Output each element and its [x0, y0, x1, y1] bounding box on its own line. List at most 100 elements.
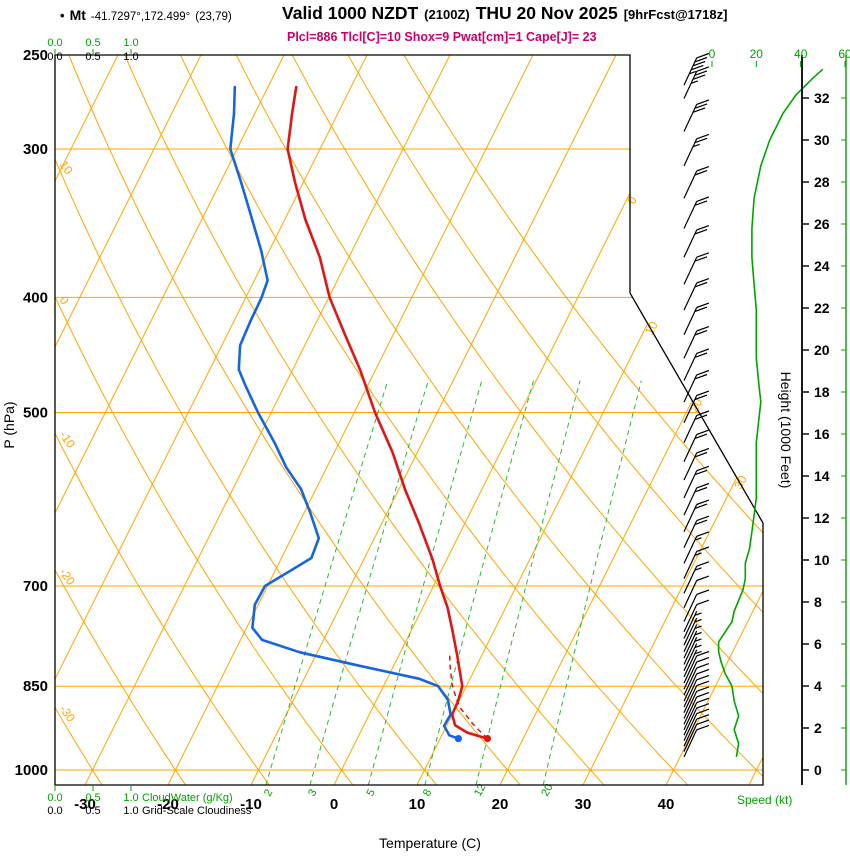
wind-barb	[683, 630, 702, 659]
mixing-ratio-line	[309, 380, 429, 785]
wind-barb	[683, 252, 710, 285]
height-tick-label: 14	[814, 468, 830, 484]
wind-barb	[683, 650, 710, 684]
pressure-tick-label: 700	[23, 578, 48, 595]
dry-adiabat-line	[235, 55, 763, 785]
pressure-tick-label: 850	[23, 678, 48, 695]
isotherm-line	[55, 55, 285, 785]
isotherm-line	[55, 55, 202, 785]
gridscale-top-tick-label: 1.0	[123, 51, 138, 63]
isotherm-line	[416, 55, 763, 785]
height-tick-label: 10	[814, 552, 830, 568]
speed-tick-label: 0	[709, 47, 716, 61]
wind-barbs	[683, 52, 710, 758]
mixing-ratio-line	[265, 380, 389, 785]
height-tick-label: 16	[814, 426, 830, 442]
temperature-tick-label: 30	[575, 796, 592, 813]
temperature-tick-label: -10	[240, 796, 262, 813]
temperature-tick-label: 10	[409, 796, 426, 813]
dry-adiabat-line	[55, 55, 270, 785]
mixing-ratio-label: 8	[421, 787, 434, 798]
pressure-tick-label: 400	[23, 289, 48, 306]
gridscale-bottom-tick-label: 0.5	[85, 805, 100, 817]
mixing-ratio-label: 2	[262, 787, 275, 798]
temperature-tick-label: 40	[658, 796, 675, 813]
mixing-ratio-labels: 2 3 5 8 12 20	[262, 782, 556, 798]
valid-time-zulu: (2100Z)	[424, 7, 470, 22]
plot-border	[54, 54, 764, 786]
pressure-tick-label: 500	[23, 405, 48, 422]
temperature-tick-label: -30	[74, 796, 96, 813]
wind-barb	[683, 724, 710, 758]
wind-barb	[683, 326, 710, 359]
height-tick-label: 18	[814, 384, 830, 400]
cloudwater-top-tick-label: 0.0	[47, 37, 62, 49]
wind-barb	[683, 637, 702, 665]
wind-barb	[683, 531, 710, 564]
wind-barb	[683, 166, 710, 199]
wind-barb	[683, 611, 702, 639]
height-tick-label: 28	[814, 174, 830, 190]
adiabat-label: -30	[57, 702, 79, 725]
wind-barb	[683, 657, 710, 690]
height-tick-label: 4	[814, 678, 822, 694]
wind-barb	[683, 719, 710, 752]
wind-barb	[683, 686, 710, 719]
gridscale-title: Grid-Scale Cloudiness	[142, 805, 252, 817]
height-tick-label: 20	[814, 342, 830, 358]
station-name: Mt	[69, 7, 86, 23]
temperature-curve	[286, 85, 489, 740]
dry-adiabat-line	[55, 55, 438, 785]
isotherm-line	[665, 55, 763, 785]
mixing-ratio-label: 5	[364, 787, 377, 798]
dry-adiabat-line	[124, 55, 605, 785]
wind-barb	[683, 599, 710, 633]
valid-time-main: Valid 1000 NZDT	[282, 3, 419, 23]
temperature-tick-label: 20	[492, 796, 509, 813]
height-tick-label: 6	[814, 636, 822, 652]
station-grid: (23,79)	[195, 11, 232, 23]
dry-adiabat-line	[55, 55, 354, 785]
height-tick-label: 2	[814, 720, 822, 736]
dry-adiabat-line	[55, 55, 103, 785]
surface-temperature-dot	[483, 735, 492, 743]
wind-barb	[683, 369, 710, 403]
gridscale-bottom-tick-label: 1.0	[123, 805, 138, 817]
wind-barb	[683, 447, 710, 481]
speed-tick-label: 60	[838, 47, 850, 61]
pressure-tick-label: 1000	[15, 762, 48, 779]
height-tick-label: 30	[814, 132, 830, 148]
mixing-ratio-line	[424, 380, 534, 785]
isotherm-line	[582, 55, 763, 785]
wind-barb	[683, 348, 710, 381]
adiabat-label: 10	[57, 158, 76, 177]
wind-barb	[683, 429, 710, 462]
wind-barb	[683, 703, 710, 736]
valid-time-title: Valid 1000 NZDT (2100Z) THU 20 Nov 2025 …	[282, 3, 727, 24]
pressure-tick-label: 300	[23, 141, 48, 158]
pressure-axis-title: P (hPa)	[1, 401, 17, 448]
height-tick-label: 0	[814, 762, 822, 778]
isotherm-label: 0	[624, 194, 640, 207]
valid-date: THU 20 Nov 2025	[475, 3, 618, 23]
wind-barb	[683, 133, 710, 167]
height-tick-label: 32	[814, 90, 830, 106]
wind-barb	[683, 674, 710, 708]
height-tick-label: 26	[814, 216, 830, 232]
wind-barb	[683, 66, 710, 99]
mixing-ratio-label: 20	[539, 782, 555, 798]
wind-barb	[683, 546, 710, 579]
isotherm-line	[167, 55, 534, 785]
station-coords: -41.7297°,172.499°	[90, 11, 191, 23]
station-bullet: •	[60, 8, 65, 23]
wind-barb	[683, 99, 710, 132]
cloudwater-bottom-tick-label: 0.0	[47, 792, 62, 804]
wind-barb	[683, 589, 710, 622]
wind-barb	[683, 561, 710, 594]
gridscale-top-tick-label: 0.0	[47, 51, 62, 63]
wind-barb	[683, 617, 702, 646]
wind-barb	[683, 196, 710, 229]
